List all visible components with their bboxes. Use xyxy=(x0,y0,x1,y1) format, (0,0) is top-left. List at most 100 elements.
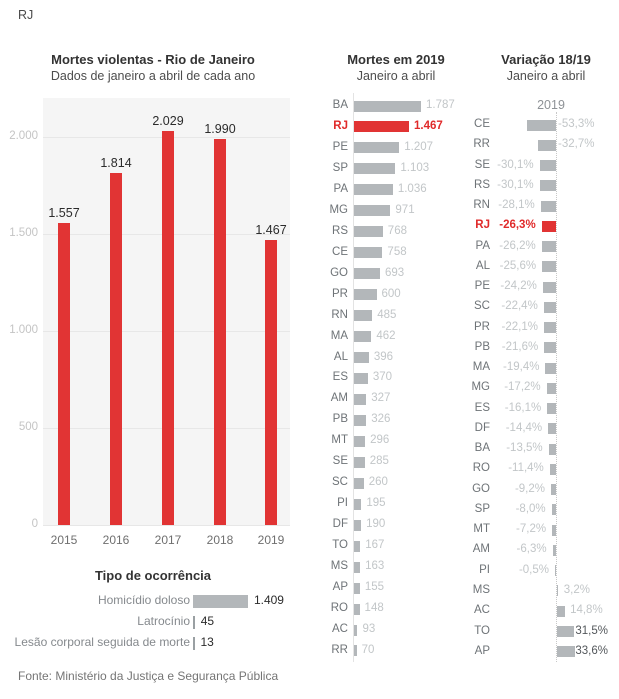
occurrence-chart-title: Tipo de ocorrência xyxy=(94,568,212,583)
value-label: 260 xyxy=(368,476,388,489)
bar xyxy=(546,382,556,394)
source-note: Fonte: Ministério da Justiça e Segurança… xyxy=(18,669,279,683)
state-label: BA xyxy=(332,99,348,111)
bar xyxy=(354,352,369,364)
value-label: 31,5% xyxy=(575,624,608,637)
bar xyxy=(354,624,358,636)
value-label: 296 xyxy=(370,434,390,447)
state-label: GO xyxy=(472,482,490,495)
value-label: 485 xyxy=(377,308,397,321)
right-chart-subtitle: Janeiro a abril xyxy=(506,69,586,83)
occurrence-value: 1.409 xyxy=(253,593,284,607)
bar xyxy=(354,184,393,196)
state-label: RJ xyxy=(333,119,348,132)
state-label: RS xyxy=(332,224,348,237)
bar xyxy=(354,456,365,468)
middle-chart-title: Mortes em 2019 xyxy=(347,52,445,67)
bar xyxy=(540,200,556,212)
bar xyxy=(556,626,574,637)
state-label: RR xyxy=(473,138,490,151)
value-label: -17,2% xyxy=(504,381,541,394)
value-label: -9,2% xyxy=(514,482,545,495)
state-label: SP xyxy=(474,502,490,515)
value-label: 1.467 xyxy=(414,119,443,132)
value-label: 1.036 xyxy=(397,182,427,195)
page-title: RJ xyxy=(18,8,34,22)
state-label: BA xyxy=(474,442,490,455)
state-label: PB xyxy=(474,340,490,353)
value-label: 167 xyxy=(365,539,385,552)
state-label: RN xyxy=(473,199,490,212)
bar xyxy=(543,301,556,313)
x-tick-label: 2019 xyxy=(257,533,285,547)
bar xyxy=(354,540,361,552)
value-label: 163 xyxy=(365,560,385,573)
left-chart-header: Mortes violentas - Rio de Janeiro Dados … xyxy=(14,52,292,84)
state-label: ES xyxy=(332,371,348,384)
bar xyxy=(556,646,575,658)
value-label: 693 xyxy=(384,266,405,279)
state-label: GO xyxy=(330,266,348,279)
state-label: RN xyxy=(331,308,348,321)
state-label: MA xyxy=(472,361,490,374)
state-label: AL xyxy=(475,259,490,272)
state-label: AP xyxy=(474,644,490,657)
bar-value-label: 1.990 xyxy=(204,121,236,136)
bar xyxy=(354,226,383,238)
value-label: -28,1% xyxy=(498,199,535,212)
bar xyxy=(547,403,556,415)
state-label: PE xyxy=(474,280,490,293)
state-label: CE xyxy=(474,118,490,130)
middle-chart-axis-line xyxy=(353,93,354,662)
value-label: 148 xyxy=(364,602,384,615)
gridline xyxy=(43,524,290,526)
bar xyxy=(354,414,367,426)
value-label: -8,0% xyxy=(515,502,546,515)
value-label: -13,5% xyxy=(506,442,543,455)
state-label: AM xyxy=(330,392,348,405)
value-label: 462 xyxy=(376,329,396,342)
left-chart-subtitle: Dados de janeiro a abril de cada ano xyxy=(50,69,256,83)
bar xyxy=(538,139,556,151)
value-label: 93 xyxy=(362,623,376,635)
value-label: 1.103 xyxy=(400,161,430,174)
occurrence-label: Homicídio doloso xyxy=(97,593,190,607)
state-label: MT xyxy=(331,434,348,447)
state-label: MA xyxy=(330,329,348,342)
value-label: 326 xyxy=(371,413,391,426)
state-label: RS xyxy=(474,178,490,191)
state-label: DF xyxy=(474,421,490,434)
x-tick-label: 2017 xyxy=(154,533,182,547)
value-label: 370 xyxy=(372,371,393,384)
state-label: TO xyxy=(474,624,490,637)
value-label: 3,2% xyxy=(563,583,590,596)
state-label: MS xyxy=(330,560,348,573)
state-label: SE xyxy=(474,158,490,171)
bar xyxy=(354,310,373,322)
state-label: SP xyxy=(332,161,348,174)
bar xyxy=(110,173,122,525)
bar xyxy=(544,342,556,354)
bar xyxy=(556,605,565,617)
value-label: 70 xyxy=(361,643,375,656)
state-label: AC xyxy=(474,604,490,617)
state-label: MS xyxy=(472,583,490,596)
bar xyxy=(354,142,400,154)
bar xyxy=(354,100,421,112)
value-label: -30,1% xyxy=(497,158,534,171)
bar xyxy=(545,362,556,374)
occurrence-value: 13 xyxy=(200,635,214,649)
state-label: SE xyxy=(332,455,348,468)
state-label: PI xyxy=(337,497,348,510)
value-label: -0,5% xyxy=(518,563,549,576)
bar xyxy=(543,322,556,334)
bar xyxy=(193,637,195,650)
value-label: -7,2% xyxy=(516,523,547,536)
right-chart-header: Variação 18/19 Janeiro a abril xyxy=(472,52,619,84)
right-chart-column-label: 2019 xyxy=(537,98,565,112)
value-label: 758 xyxy=(387,245,407,258)
occurrence-value: 45 xyxy=(200,614,215,628)
state-label: RO xyxy=(330,602,348,615)
right-chart-title: Variação 18/19 xyxy=(501,52,591,67)
state-label: MT xyxy=(473,523,490,536)
